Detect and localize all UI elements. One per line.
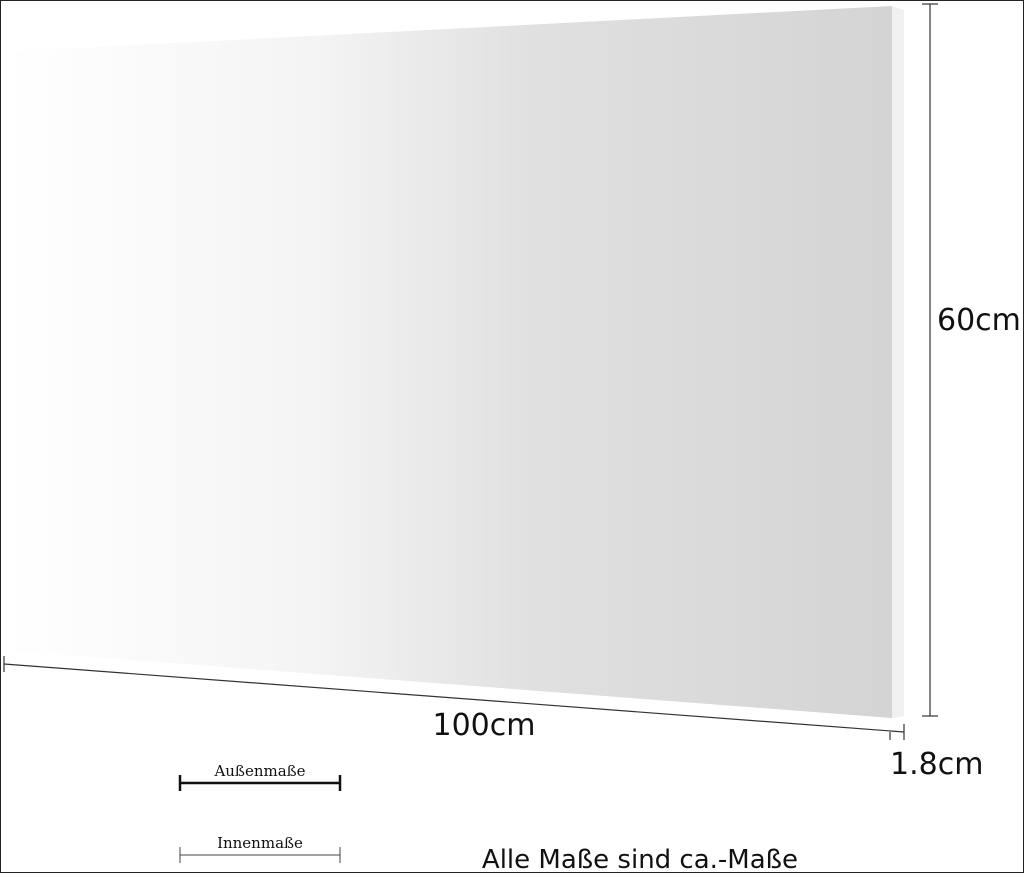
height-label: 60cm [937, 303, 1021, 338]
depth-label: 1.8cm [890, 747, 983, 782]
note: Alle Maße sind ca.-Maße [482, 845, 798, 873]
panel [4, 6, 892, 718]
outer-label: Außenmaße [213, 762, 305, 780]
width-label: 100cm [433, 708, 536, 743]
inner-label: Innenmaße [217, 834, 303, 852]
dimension-lines [3, 3, 938, 740]
